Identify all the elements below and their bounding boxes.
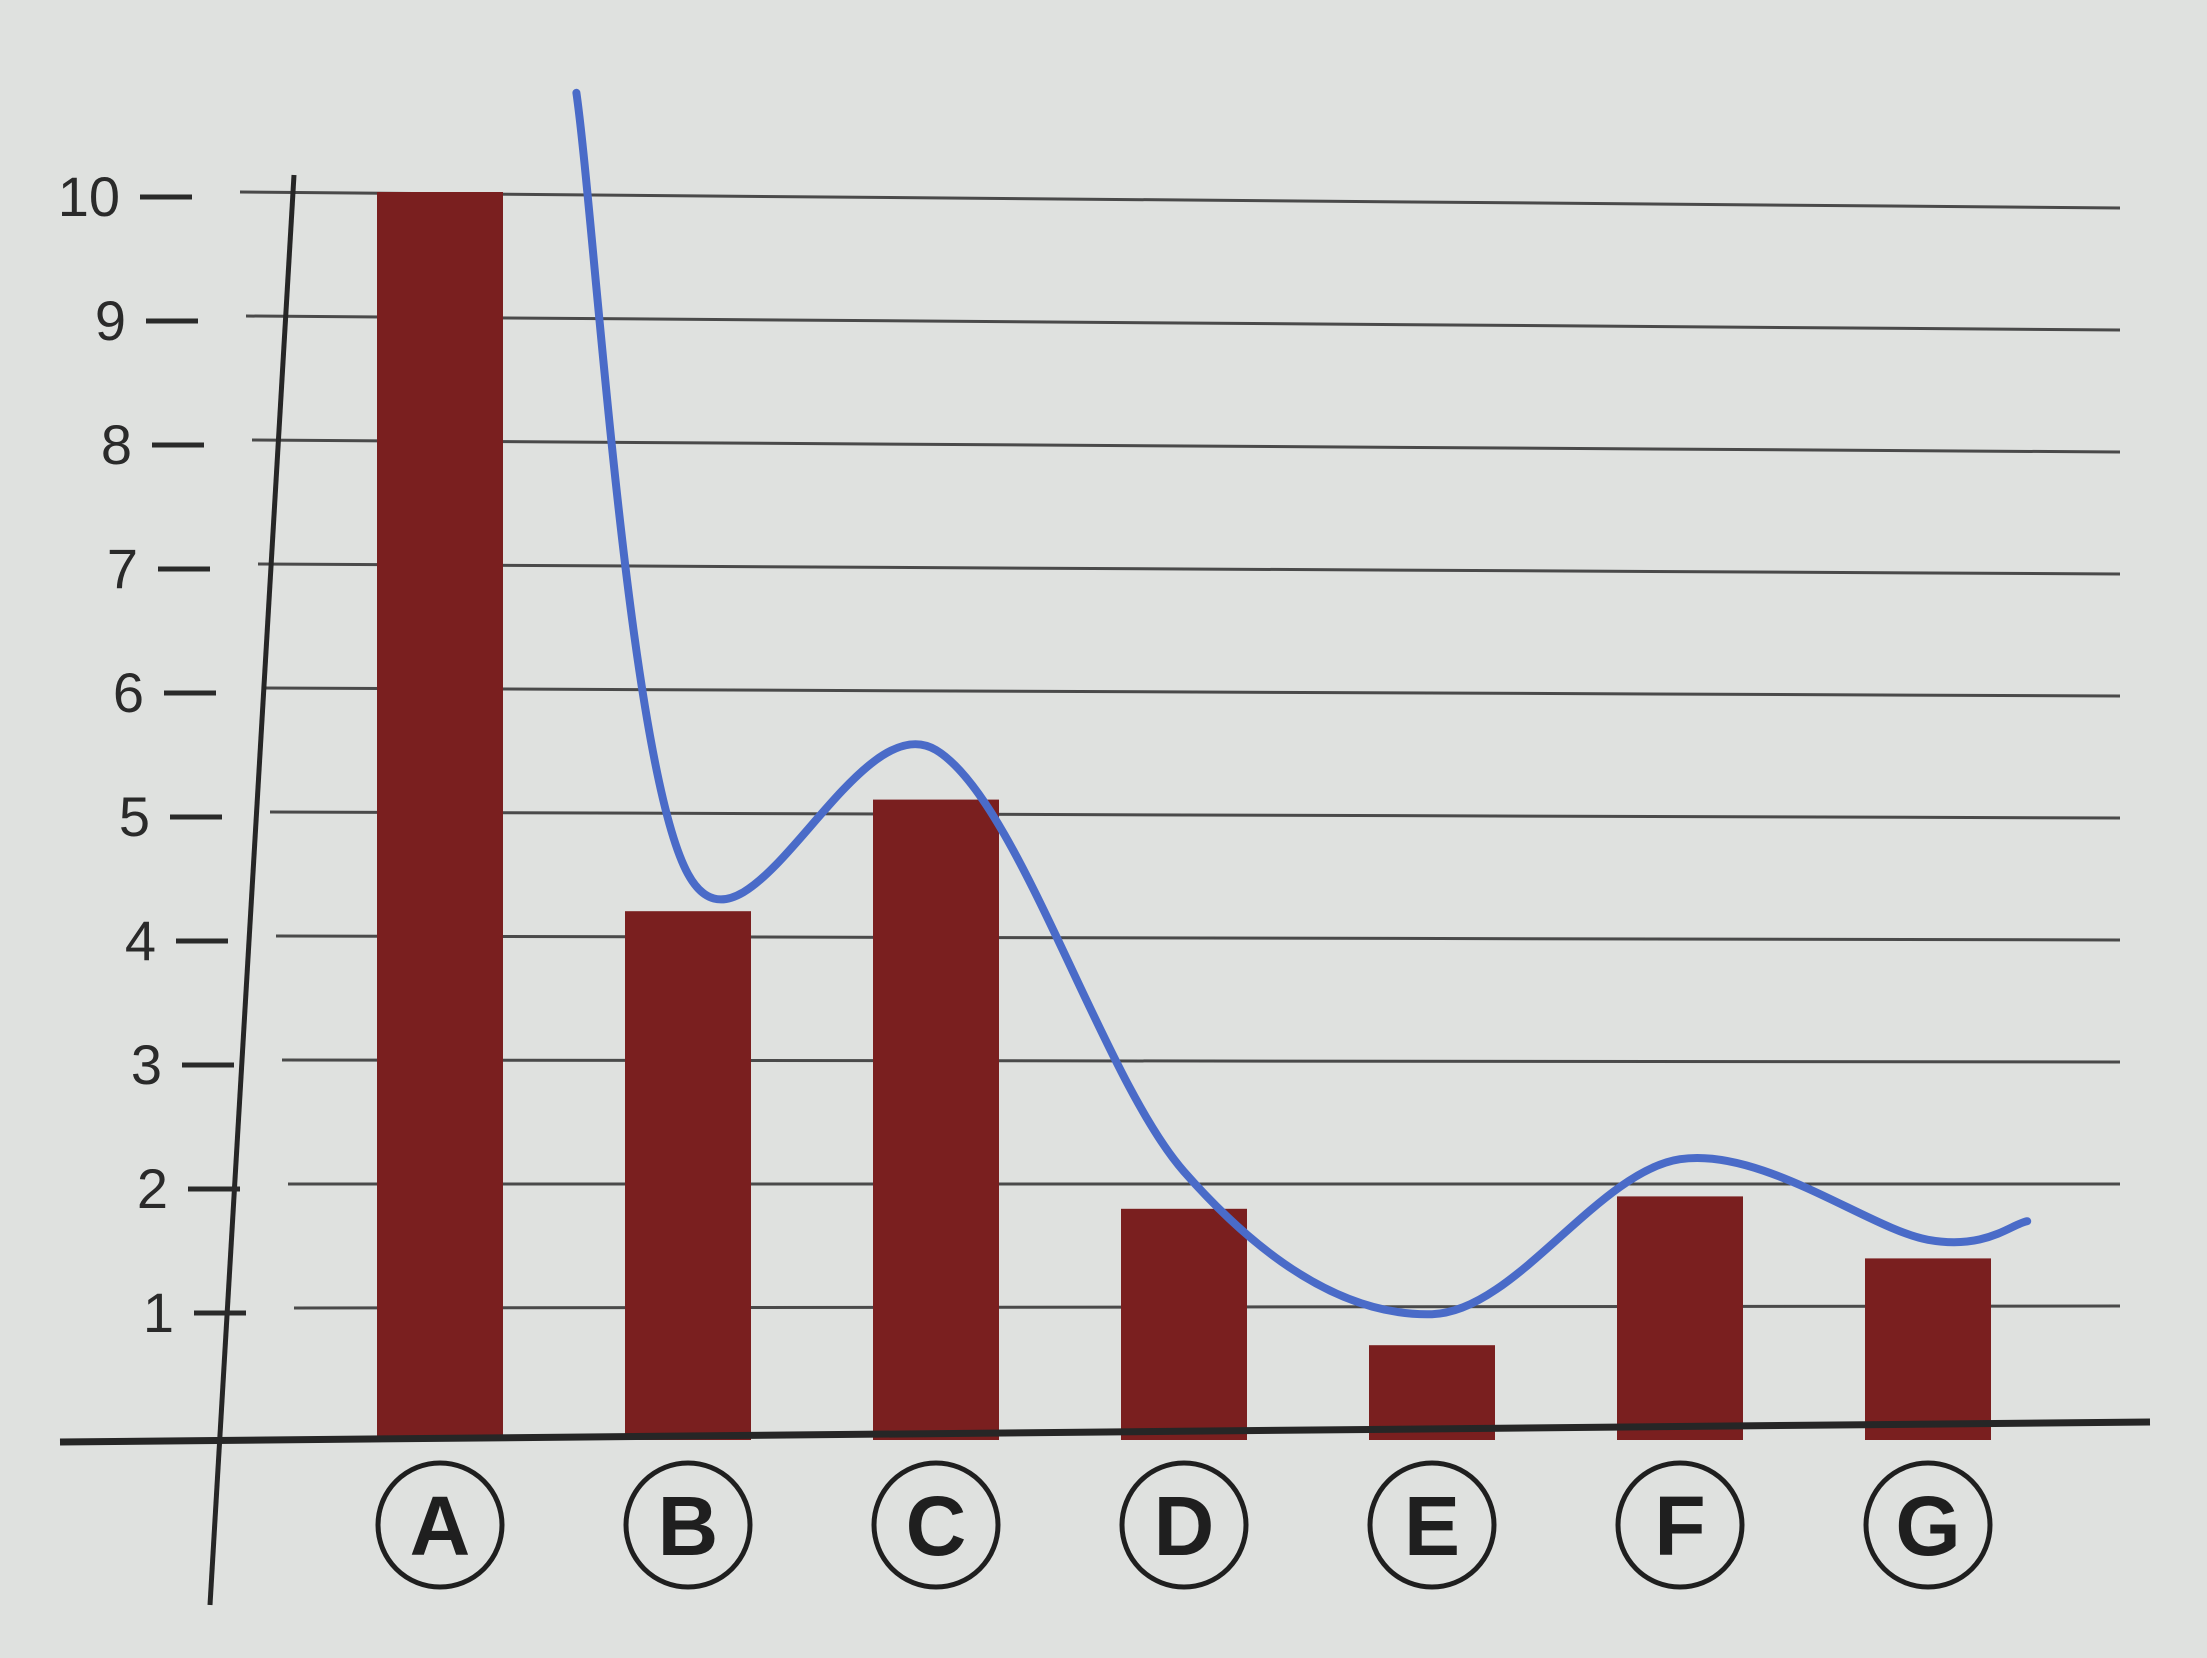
bar bbox=[1617, 1196, 1743, 1440]
category-label: B bbox=[658, 1479, 719, 1573]
y-tick-label: 7 bbox=[107, 537, 138, 600]
y-tick-label: 5 bbox=[119, 785, 150, 848]
gridline bbox=[275, 934, 2121, 942]
category-circle bbox=[623, 1460, 753, 1590]
gridline bbox=[239, 190, 2121, 210]
trend-line bbox=[572, 88, 2032, 1319]
axes bbox=[59, 174, 2151, 1606]
category-label: D bbox=[1154, 1479, 1215, 1573]
category-label: A bbox=[410, 1479, 471, 1573]
y-tick-label: 9 bbox=[95, 289, 126, 352]
category-circle bbox=[871, 1460, 1001, 1590]
y-tick-label: 2 bbox=[137, 1157, 168, 1220]
category-label: E bbox=[1404, 1479, 1460, 1573]
category-circle bbox=[375, 1460, 505, 1590]
trend-line-path bbox=[572, 88, 2032, 1319]
y-tick-label: 3 bbox=[131, 1033, 162, 1096]
gridline bbox=[263, 686, 2121, 698]
bar bbox=[1369, 1345, 1495, 1440]
category-label: C bbox=[906, 1479, 967, 1573]
bars bbox=[377, 192, 1991, 1440]
category-circle bbox=[1863, 1460, 1993, 1590]
bar bbox=[1865, 1258, 1991, 1440]
gridline bbox=[251, 438, 2121, 454]
y-tick-label: 6 bbox=[113, 661, 144, 724]
y-tick-label: 1 bbox=[143, 1281, 174, 1344]
y-tick-label: 4 bbox=[125, 909, 156, 972]
category-circle bbox=[1615, 1460, 1745, 1590]
x-category-labels: A B C D E F G bbox=[375, 1460, 1993, 1590]
x-axis bbox=[59, 1418, 2151, 1446]
gridline bbox=[245, 314, 2121, 332]
bar bbox=[1121, 1208, 1247, 1440]
y-axis bbox=[207, 174, 297, 1606]
bar bbox=[377, 192, 503, 1440]
gridline bbox=[257, 562, 2121, 576]
gridline bbox=[269, 810, 2121, 820]
gridlines bbox=[239, 190, 2121, 1310]
y-tick-label: 10 bbox=[58, 165, 120, 228]
category-label: F bbox=[1654, 1479, 1705, 1573]
bar bbox=[873, 799, 999, 1440]
y-ticks: 1 2 3 4 5 6 7 8 9 10 bbox=[58, 165, 246, 1344]
category-label: G bbox=[1895, 1479, 1960, 1573]
gridline bbox=[281, 1058, 2121, 1064]
bar bbox=[625, 911, 751, 1440]
y-tick-label: 8 bbox=[101, 413, 132, 476]
category-circle bbox=[1367, 1460, 1497, 1590]
category-circle bbox=[1119, 1460, 1249, 1590]
